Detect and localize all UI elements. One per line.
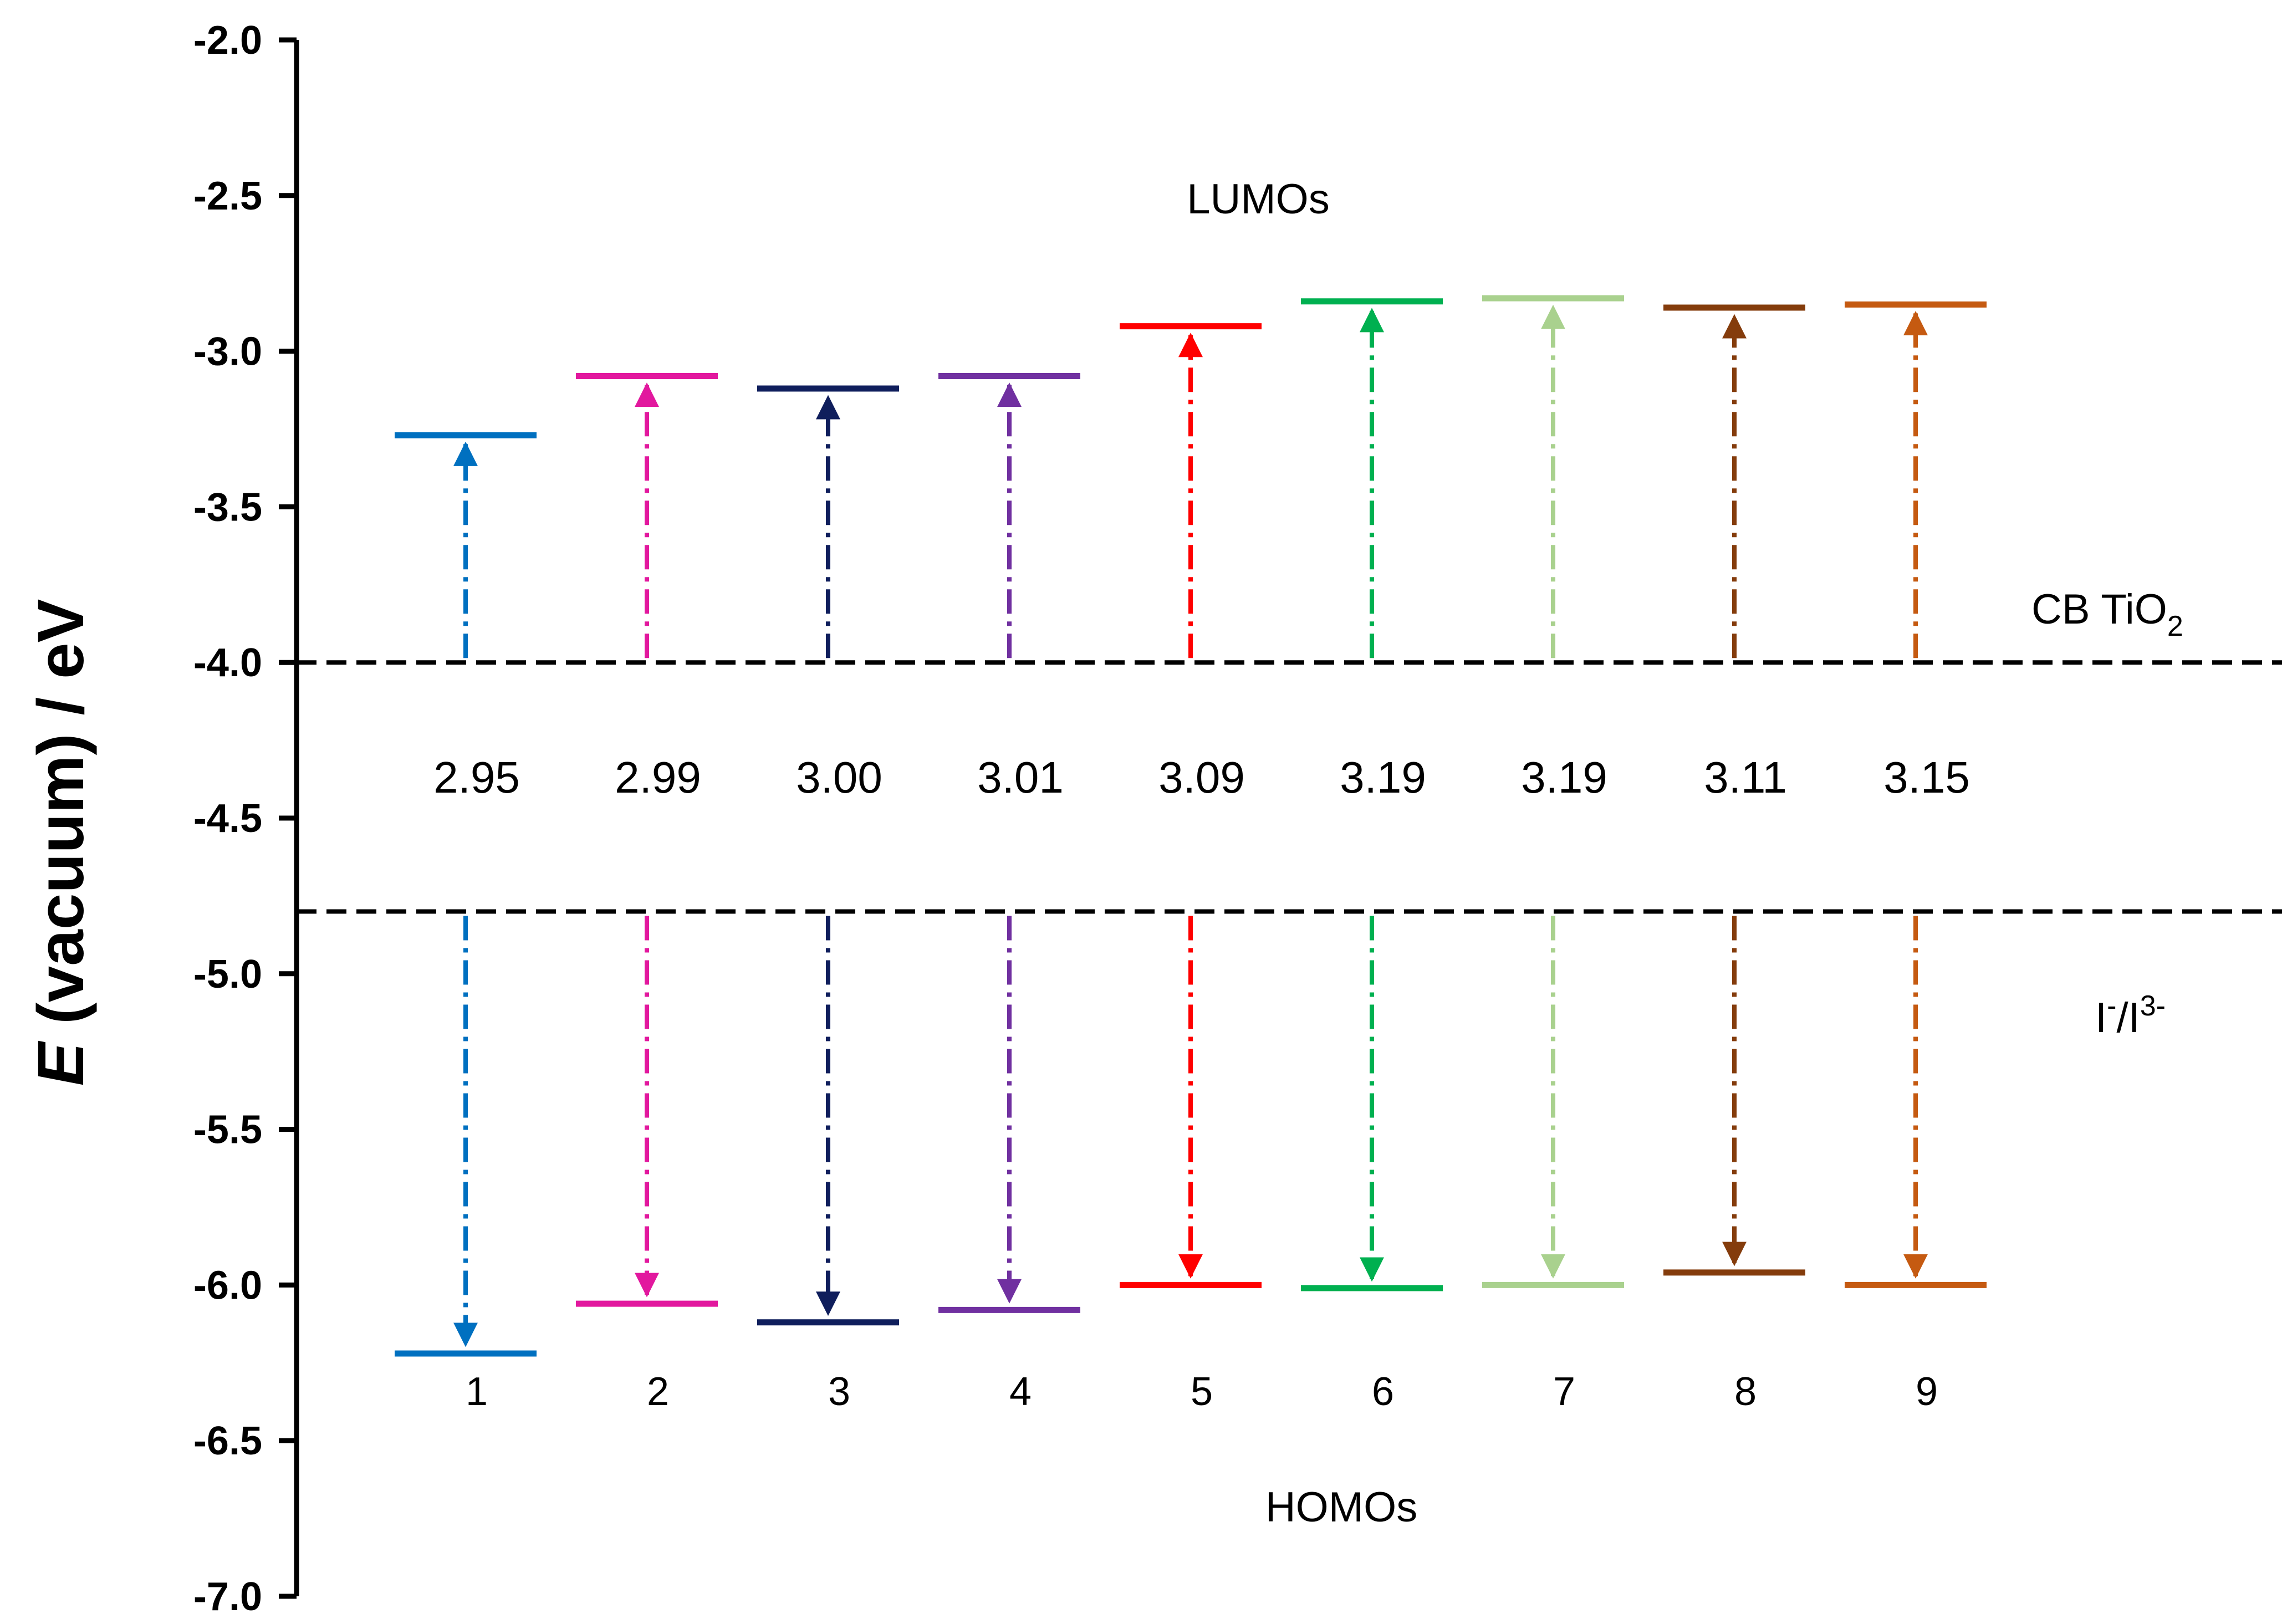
dye-7-levels: 3.19 7 <box>1482 295 1624 1414</box>
y-tick-label: -2.5 <box>193 174 262 218</box>
dye-1-levels: 2.95 1 <box>395 432 537 1414</box>
y-tick-label: -5.5 <box>193 1108 262 1152</box>
y-tick-label: -2.0 <box>193 18 262 63</box>
y-tick-label: -6.5 <box>193 1419 262 1463</box>
band-gap-label: 3.00 <box>796 753 882 802</box>
y-axis-ticks: -2.0 -2.5 -3.0 -3.5 -4.0 -4.5 -5.0 -5.5 -6.0 -6.5… <box>193 18 297 1619</box>
y-tick-label: -6.0 <box>193 1263 262 1308</box>
lumos-label: LUMOs <box>1187 176 1330 223</box>
dye-4-levels: 3.01 4 <box>938 373 1080 1414</box>
dye-3-levels: 3.00 3 <box>757 385 899 1414</box>
dye-number-label: 7 <box>1553 1370 1575 1414</box>
band-gap-label: 3.19 <box>1521 753 1607 802</box>
dye-number-label: 4 <box>1009 1370 1032 1414</box>
band-gap-label: 3.11 <box>1704 753 1787 802</box>
dye-number-label: 9 <box>1916 1370 1938 1414</box>
band-gap-label: 3.15 <box>1883 753 1970 802</box>
dye-number-label: 6 <box>1372 1370 1394 1414</box>
y-tick-label: -3.5 <box>193 485 262 529</box>
dye-levels: 2.95 1 2.99 2 3.00 3 3.01 4 3.09 5 3.19 6 3.19 7 3.11 8… <box>395 295 1987 1414</box>
dye-9-levels: 3.15 9 <box>1845 301 1987 1414</box>
y-tick-label: -5.0 <box>193 952 262 997</box>
homos-label: HOMOs <box>1265 1484 1417 1531</box>
iodide-redox-label: I-/I3- <box>2095 990 2166 1041</box>
cb-tio2-label: CB TiO2 <box>2031 586 2183 642</box>
dye-number-label: 3 <box>828 1370 850 1414</box>
y-axis-title: E (vacuum) / eV <box>24 599 98 1086</box>
y-tick-label: -3.0 <box>193 330 262 374</box>
y-tick-label: -4.0 <box>193 641 262 685</box>
band-gap-label: 2.95 <box>433 753 520 802</box>
y-axis-title-text: (vacuum) / eV <box>24 599 98 1043</box>
dye-number-label: 1 <box>466 1370 488 1414</box>
dye-8-levels: 3.11 8 <box>1663 304 1805 1414</box>
band-gap-label: 3.19 <box>1340 753 1426 802</box>
dye-number-label: 2 <box>647 1370 669 1414</box>
y-tick-label: -7.0 <box>193 1575 262 1619</box>
dye-5-levels: 3.09 5 <box>1120 323 1262 1414</box>
dye-number-label: 8 <box>1734 1370 1757 1414</box>
dye-6-levels: 3.19 6 <box>1301 298 1443 1414</box>
band-gap-label: 3.01 <box>977 753 1064 802</box>
band-gap-label: 3.09 <box>1158 753 1245 802</box>
band-gap-label: 2.99 <box>615 753 701 802</box>
dye-number-label: 5 <box>1191 1370 1213 1414</box>
dye-2-levels: 2.99 2 <box>576 373 718 1414</box>
y-tick-label: -4.5 <box>193 796 262 841</box>
y-axis-title-symbol: E <box>24 1040 98 1086</box>
